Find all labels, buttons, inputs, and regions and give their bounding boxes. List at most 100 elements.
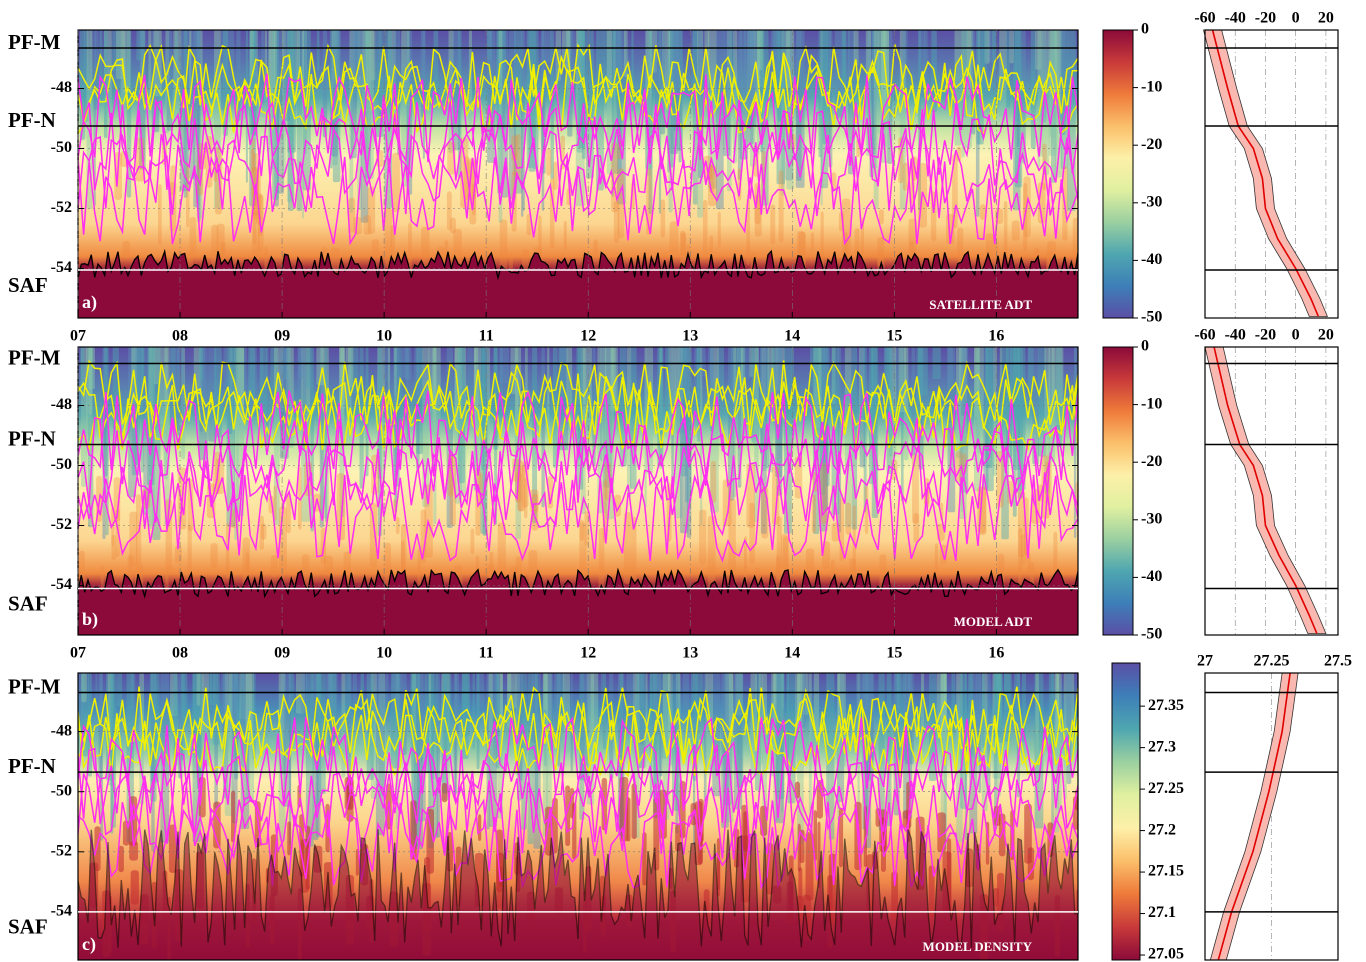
texture-streak xyxy=(344,673,352,723)
texture-blob xyxy=(702,199,708,256)
texture-streak xyxy=(248,347,256,398)
texture-streak xyxy=(870,347,874,424)
texture-blob xyxy=(1024,803,1032,864)
texture-blob xyxy=(324,555,334,576)
texture-contour xyxy=(78,151,1078,246)
texture-streak xyxy=(422,347,430,508)
frame xyxy=(1204,29,1339,319)
texture-blob xyxy=(111,506,115,547)
texture-streak xyxy=(984,30,991,61)
x-tick-label: 20 xyxy=(1318,327,1334,344)
texture-blob xyxy=(579,522,587,588)
texture-streak xyxy=(297,347,303,401)
texture-streak xyxy=(416,347,424,455)
texture-streak xyxy=(541,347,545,508)
texture-streak xyxy=(348,347,354,388)
x-tick-label: 13 xyxy=(682,328,698,345)
x-tick-label: 08 xyxy=(172,645,188,662)
texture-streak xyxy=(231,673,237,733)
texture-blob xyxy=(273,485,277,521)
texture-streak xyxy=(201,347,206,399)
texture-streak xyxy=(985,347,994,492)
texture-streak xyxy=(345,347,352,446)
texture-contour xyxy=(78,359,1078,427)
texture-blob xyxy=(189,216,197,255)
texture-streak xyxy=(199,347,203,382)
texture-streak xyxy=(298,347,304,379)
texture-streak xyxy=(733,673,743,810)
front-label: PF-M xyxy=(8,30,61,54)
x-tick-label: 15 xyxy=(886,645,902,662)
texture-blob xyxy=(956,146,962,162)
texture-streak xyxy=(83,30,89,122)
colorbar-tick-label: 27.3 xyxy=(1148,738,1176,755)
texture-blob xyxy=(215,458,225,495)
texture-streak xyxy=(165,30,170,134)
texture-streak xyxy=(831,347,836,404)
texture-streak xyxy=(229,673,235,722)
texture-streak xyxy=(997,673,1001,797)
texture-blob xyxy=(196,152,204,196)
texture-streak xyxy=(99,30,103,88)
texture-streak xyxy=(669,30,678,110)
texture-contour xyxy=(78,444,1078,537)
texture-streak xyxy=(214,347,222,438)
texture-blob xyxy=(477,814,482,841)
texture-streak xyxy=(757,30,763,61)
texture-streak xyxy=(694,347,702,389)
texture-streak xyxy=(123,30,131,93)
texture-streak xyxy=(1022,30,1026,164)
texture-contour xyxy=(78,472,1078,563)
texture-streak xyxy=(306,347,312,389)
texture-blob xyxy=(913,512,920,543)
texture-blob xyxy=(937,812,946,852)
texture-streak xyxy=(208,673,216,706)
texture-streak xyxy=(131,347,141,476)
texture-streak xyxy=(360,673,364,706)
texture-streak xyxy=(614,30,621,76)
texture-blob xyxy=(1017,490,1026,558)
texture-streak xyxy=(116,673,123,707)
texture-blob xyxy=(231,790,236,843)
texture-blob xyxy=(902,162,909,191)
texture-streak xyxy=(482,347,488,536)
texture-streak xyxy=(749,347,754,377)
x-tick-label: -60 xyxy=(1194,327,1215,344)
texture-streak xyxy=(414,347,423,408)
texture-streak xyxy=(232,347,241,383)
texture-streak xyxy=(166,30,173,131)
texture-blob xyxy=(441,782,448,803)
texture-streak xyxy=(994,673,998,830)
texture-blob xyxy=(776,515,782,581)
texture-blob xyxy=(805,832,814,901)
texture-blob xyxy=(716,838,721,897)
texture-streak xyxy=(903,347,909,461)
texture-blob xyxy=(363,215,372,235)
texture-blob xyxy=(679,780,686,839)
texture-streak xyxy=(428,673,432,816)
y-tick-label: -54 xyxy=(51,576,72,593)
texture-streak xyxy=(638,673,646,769)
texture-streak xyxy=(494,347,498,525)
texture-streak xyxy=(635,673,644,745)
y-tick-label: -54 xyxy=(51,259,72,276)
texture-blob xyxy=(450,217,456,234)
y-tick-label: -48 xyxy=(51,396,72,413)
texture-blob xyxy=(631,783,637,840)
texture-streak xyxy=(657,347,664,467)
x-tick-label: 10 xyxy=(376,328,392,345)
texture-streak xyxy=(1037,30,1041,168)
texture-streak xyxy=(501,30,508,198)
texture-streak xyxy=(180,347,184,423)
x-tick-label: 07 xyxy=(70,328,86,345)
texture-streak xyxy=(199,347,203,432)
x-tick-label: -40 xyxy=(1225,10,1246,27)
texture-streak xyxy=(559,347,569,451)
texture-streak xyxy=(1027,347,1034,393)
texture-streak xyxy=(844,347,852,528)
front-label: PF-N xyxy=(8,426,56,450)
texture-blob xyxy=(579,519,585,541)
texture-blob xyxy=(772,466,780,525)
texture-streak xyxy=(924,30,928,89)
front-label: PF-M xyxy=(8,345,61,369)
